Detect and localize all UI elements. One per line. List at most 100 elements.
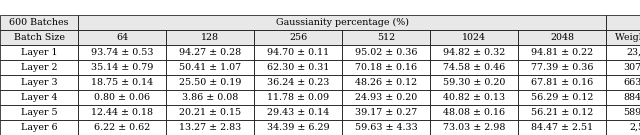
Text: 94.82 ± 0.32: 94.82 ± 0.32 bbox=[443, 48, 505, 57]
Bar bbox=[606, 60, 640, 75]
Bar bbox=[518, 105, 606, 120]
Text: 0.80 ± 0.06: 0.80 ± 0.06 bbox=[94, 93, 150, 102]
Text: 77.39 ± 0.36: 77.39 ± 0.36 bbox=[531, 63, 593, 72]
Text: 6.22 ± 0.62: 6.22 ± 0.62 bbox=[94, 123, 150, 132]
Text: 307,200: 307,200 bbox=[623, 63, 640, 72]
Bar bbox=[518, 60, 606, 75]
Bar bbox=[342, 90, 430, 105]
Bar bbox=[0, 45, 78, 60]
Bar bbox=[342, 30, 430, 45]
Bar bbox=[342, 45, 430, 60]
Bar bbox=[606, 90, 640, 105]
Bar bbox=[518, 75, 606, 90]
Bar bbox=[342, 60, 430, 75]
Bar bbox=[166, 60, 254, 75]
Text: 59.63 ± 4.33: 59.63 ± 4.33 bbox=[355, 123, 417, 132]
Text: Layer 4: Layer 4 bbox=[20, 93, 57, 102]
Bar bbox=[0, 30, 78, 45]
Text: 84.47 ± 2.51: 84.47 ± 2.51 bbox=[531, 123, 593, 132]
Bar bbox=[78, 120, 166, 135]
Bar bbox=[0, 15, 78, 30]
Bar bbox=[606, 30, 640, 45]
Text: 256: 256 bbox=[289, 33, 307, 42]
Bar bbox=[166, 75, 254, 90]
Text: 94.81 ± 0.22: 94.81 ± 0.22 bbox=[531, 48, 593, 57]
Text: Layer 6: Layer 6 bbox=[20, 123, 58, 132]
Text: 884,736: 884,736 bbox=[623, 93, 640, 102]
Text: 95.02 ± 0.36: 95.02 ± 0.36 bbox=[355, 48, 417, 57]
Bar bbox=[166, 45, 254, 60]
Text: 59.30 ± 0.20: 59.30 ± 0.20 bbox=[443, 78, 505, 87]
Text: 13.27 ± 2.83: 13.27 ± 2.83 bbox=[179, 123, 241, 132]
Text: Layer 1: Layer 1 bbox=[20, 48, 57, 57]
Text: Batch Size: Batch Size bbox=[13, 33, 65, 42]
Bar bbox=[0, 75, 78, 90]
Text: 11.78 ± 0.09: 11.78 ± 0.09 bbox=[267, 93, 329, 102]
Bar bbox=[342, 105, 430, 120]
Bar bbox=[606, 120, 640, 135]
Text: 2048: 2048 bbox=[550, 33, 574, 42]
Bar bbox=[606, 15, 640, 30]
Text: 18.75 ± 0.14: 18.75 ± 0.14 bbox=[91, 78, 153, 87]
Text: 29.43 ± 0.14: 29.43 ± 0.14 bbox=[267, 108, 329, 117]
Bar bbox=[430, 30, 518, 45]
Text: 50.41 ± 1.07: 50.41 ± 1.07 bbox=[179, 63, 241, 72]
Bar bbox=[254, 30, 342, 45]
Bar bbox=[166, 30, 254, 45]
Bar bbox=[254, 45, 342, 60]
Text: 67.81 ± 0.16: 67.81 ± 0.16 bbox=[531, 78, 593, 87]
Bar bbox=[78, 90, 166, 105]
Bar bbox=[78, 15, 606, 30]
Bar bbox=[254, 105, 342, 120]
Text: Weight Size: Weight Size bbox=[614, 33, 640, 42]
Text: 12.44 ± 0.18: 12.44 ± 0.18 bbox=[91, 108, 153, 117]
Text: 600 Batches: 600 Batches bbox=[9, 18, 68, 27]
Text: 64: 64 bbox=[116, 33, 128, 42]
Text: 24.93 ± 0.20: 24.93 ± 0.20 bbox=[355, 93, 417, 102]
Text: 48.08 ± 0.16: 48.08 ± 0.16 bbox=[443, 108, 505, 117]
Text: Layer 5: Layer 5 bbox=[20, 108, 58, 117]
Text: 94.27 ± 0.28: 94.27 ± 0.28 bbox=[179, 48, 241, 57]
Text: 1024: 1024 bbox=[462, 33, 486, 42]
Bar bbox=[254, 90, 342, 105]
Bar bbox=[254, 75, 342, 90]
Text: 35.14 ± 0.79: 35.14 ± 0.79 bbox=[91, 63, 153, 72]
Text: Gaussianity percentage (%): Gaussianity percentage (%) bbox=[275, 18, 408, 27]
Text: 25.50 ± 0.19: 25.50 ± 0.19 bbox=[179, 78, 241, 87]
Bar bbox=[518, 45, 606, 60]
Text: 39.17 ± 0.27: 39.17 ± 0.27 bbox=[355, 108, 417, 117]
Bar bbox=[0, 105, 78, 120]
Text: 94.70 ± 0.11: 94.70 ± 0.11 bbox=[267, 48, 329, 57]
Bar bbox=[0, 60, 78, 75]
Text: 93.74 ± 0.53: 93.74 ± 0.53 bbox=[91, 48, 153, 57]
Bar bbox=[254, 120, 342, 135]
Text: 128: 128 bbox=[201, 33, 219, 42]
Text: 34.39 ± 6.29: 34.39 ± 6.29 bbox=[267, 123, 330, 132]
Text: 3.86 ± 0.08: 3.86 ± 0.08 bbox=[182, 93, 238, 102]
Bar bbox=[342, 120, 430, 135]
Bar bbox=[78, 105, 166, 120]
Text: 56.29 ± 0.12: 56.29 ± 0.12 bbox=[531, 93, 593, 102]
Bar bbox=[254, 60, 342, 75]
Text: 48.26 ± 0.12: 48.26 ± 0.12 bbox=[355, 78, 417, 87]
Text: 2,560: 2,560 bbox=[629, 123, 640, 132]
Bar bbox=[166, 90, 254, 105]
Bar bbox=[606, 45, 640, 60]
Text: Layer 3: Layer 3 bbox=[20, 78, 58, 87]
Text: 20.21 ± 0.15: 20.21 ± 0.15 bbox=[179, 108, 241, 117]
Bar bbox=[78, 60, 166, 75]
Text: 663,552: 663,552 bbox=[623, 78, 640, 87]
Text: 74.58 ± 0.46: 74.58 ± 0.46 bbox=[443, 63, 505, 72]
Text: 73.03 ± 2.98: 73.03 ± 2.98 bbox=[443, 123, 505, 132]
Bar bbox=[0, 90, 78, 105]
Bar bbox=[78, 75, 166, 90]
Bar bbox=[430, 90, 518, 105]
Text: 36.24 ± 0.23: 36.24 ± 0.23 bbox=[267, 78, 329, 87]
Bar bbox=[166, 105, 254, 120]
Text: 70.18 ± 0.16: 70.18 ± 0.16 bbox=[355, 63, 417, 72]
Text: 589,824: 589,824 bbox=[623, 108, 640, 117]
Bar bbox=[606, 105, 640, 120]
Bar bbox=[0, 120, 78, 135]
Bar bbox=[78, 30, 166, 45]
Text: 512: 512 bbox=[377, 33, 395, 42]
